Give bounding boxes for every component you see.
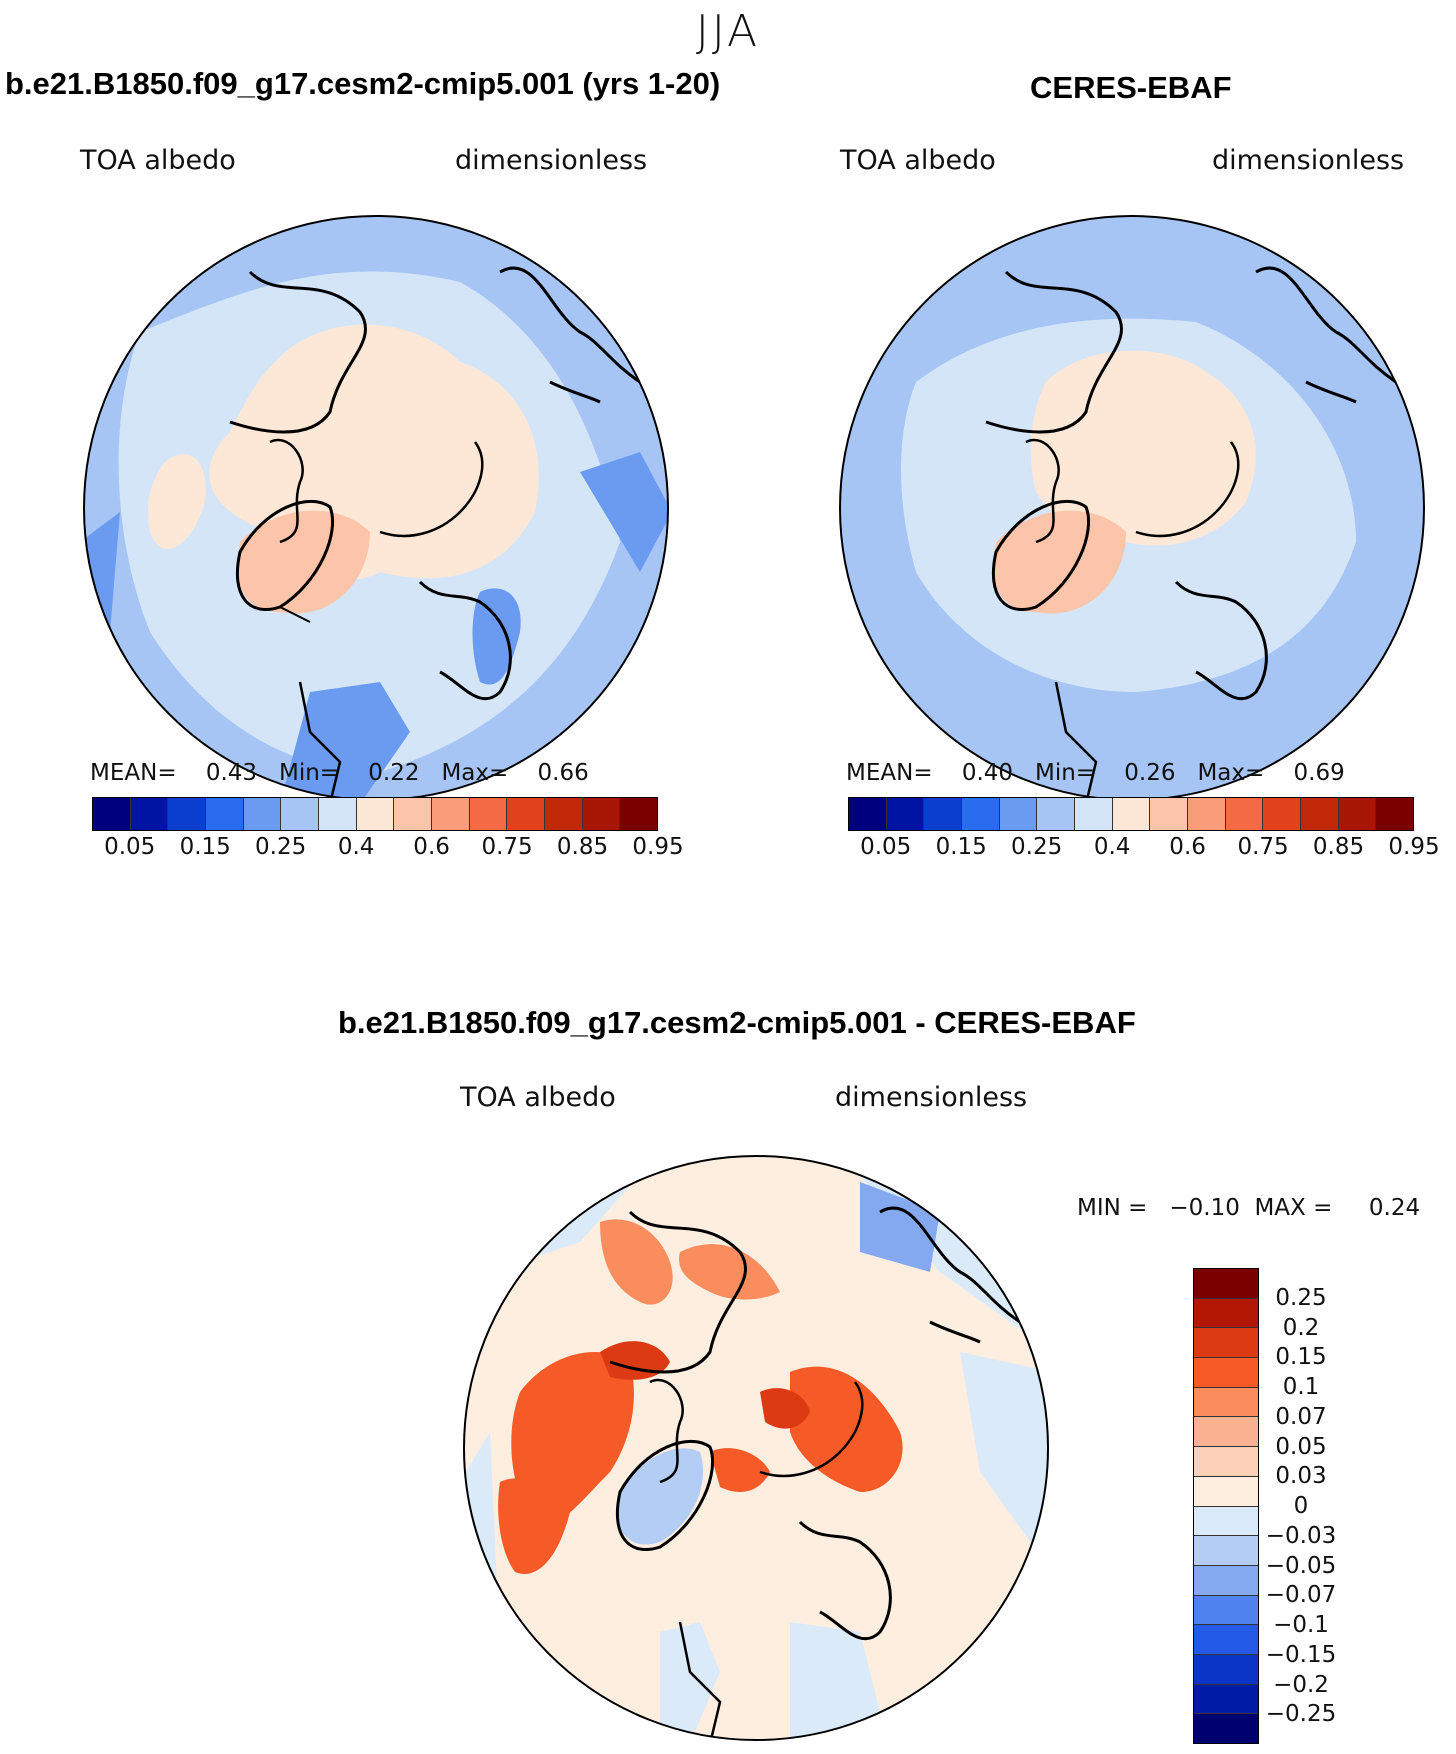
obs-units-label: dimensionless: [1212, 145, 1405, 176]
diff-panel-title: b.e21.B1850.f09_g17.cesm2-cmip5.001 - CE…: [338, 1005, 1136, 1040]
colorbar-swatch: [620, 798, 658, 830]
model-units-label: dimensionless: [455, 145, 648, 176]
colorbar-tick-label: 0.75: [1237, 834, 1289, 860]
model-panel-title: b.e21.B1850.f09_g17.cesm2-cmip5.001 (yrs…: [5, 66, 721, 101]
colorbar-swatch: [1188, 798, 1226, 830]
colorbar-tick-label: 0.05: [104, 834, 156, 860]
colorbar-swatch: [130, 798, 169, 830]
diff-stats: MIN = −0.10 MAX = 0.24: [1077, 1195, 1421, 1221]
colorbar-swatch: [1194, 1536, 1258, 1566]
colorbar-swatch: [469, 798, 508, 830]
colorbar-tick-label: 0.75: [481, 834, 533, 860]
model-stats: MEAN= 0.43 Min= 0.22 Max= 0.66: [90, 760, 589, 786]
colorbar-tick-label: 0.05: [1275, 1433, 1327, 1460]
colorbar-swatch: [1263, 798, 1302, 830]
colorbar-swatch: [1225, 798, 1264, 830]
model-variable-label: TOA albedo: [80, 145, 236, 176]
obs-variable-label: TOA albedo: [840, 145, 996, 176]
colorbar-swatch: [356, 798, 395, 830]
season-title: JJA: [695, 6, 761, 57]
colorbar-tick-label: 0.95: [632, 834, 684, 860]
colorbar-swatch: [1194, 1358, 1258, 1388]
colorbar-swatch: [319, 798, 357, 830]
colorbar-tick-label: −0.05: [1265, 1552, 1337, 1579]
colorbar-tick-label: 0.15: [935, 834, 987, 860]
obs-colorbar: [848, 797, 1414, 831]
colorbar-swatch: [1194, 1476, 1258, 1507]
model-colorbar-ticks: 0.05 0.15 0.25 0.4 0.6 0.75 0.85 0.95: [92, 834, 684, 864]
colorbar-swatch: [432, 798, 470, 830]
colorbar-tick-label: 0.25: [1275, 1284, 1327, 1311]
obs-polar-map: [839, 215, 1425, 801]
colorbar-swatch: [1194, 1328, 1258, 1359]
colorbar-tick-label: 0: [1293, 1493, 1309, 1519]
colorbar-swatch: [849, 798, 887, 830]
colorbar-swatch: [93, 798, 131, 830]
colorbar-swatch: [507, 798, 546, 830]
colorbar-tick-label: 0.4: [1093, 834, 1131, 860]
colorbar-swatch: [582, 798, 621, 830]
diff-colorbar-ticks: 0.25 0.2 0.15 0.1 0.07 0.05 0.03 0 −0.03 −0.05 −0.…: [1266, 1268, 1336, 1744]
colorbar-swatch: [1301, 798, 1339, 830]
colorbar-swatch: [1194, 1654, 1258, 1685]
colorbar-tick-label: 0.15: [1275, 1344, 1327, 1371]
colorbar-tick-label: 0.85: [1312, 834, 1365, 860]
colorbar-swatch: [1194, 1417, 1258, 1448]
colorbar-swatch: [1194, 1684, 1258, 1715]
colorbar-swatch: [1376, 798, 1414, 830]
colorbar-swatch: [999, 798, 1038, 830]
colorbar-swatch: [1194, 1447, 1258, 1477]
colorbar-tick-label: 0.07: [1275, 1403, 1327, 1430]
colorbar-swatch: [1075, 798, 1113, 830]
colorbar-tick-label: 0.6: [1169, 834, 1206, 860]
colorbar-tick-label: −0.03: [1265, 1522, 1337, 1549]
colorbar-tick-label: 0.2: [1282, 1314, 1320, 1341]
colorbar-swatch: [886, 798, 925, 830]
colorbar-swatch: [281, 798, 320, 830]
colorbar-swatch: [394, 798, 433, 830]
diff-colorbar: [1193, 1268, 1259, 1744]
colorbar-tick-label: 0.03: [1275, 1463, 1327, 1490]
colorbar-swatch: [1194, 1298, 1258, 1329]
colorbar-swatch: [1194, 1714, 1258, 1743]
colorbar-tick-label: 0.25: [1011, 834, 1063, 860]
colorbar-swatch: [1150, 798, 1189, 830]
colorbar-tick-label: 0.4: [337, 834, 375, 860]
colorbar-swatch: [924, 798, 963, 830]
colorbar-swatch: [962, 798, 1000, 830]
obs-colorbar-ticks: 0.05 0.15 0.25 0.4 0.6 0.75 0.85 0.95: [848, 834, 1440, 864]
diff-polar-map: [463, 1155, 1049, 1741]
obs-stats: MEAN= 0.40 Min= 0.26 Max= 0.69: [846, 760, 1345, 786]
colorbar-tick-label: 0.95: [1388, 834, 1440, 860]
colorbar-swatch: [1194, 1387, 1258, 1418]
colorbar-tick-label: −0.07: [1265, 1582, 1337, 1609]
colorbar-tick-label: 0.25: [255, 834, 307, 860]
colorbar-swatch: [1194, 1625, 1258, 1655]
colorbar-tick-label: −0.2: [1273, 1671, 1329, 1698]
colorbar-swatch: [1194, 1565, 1258, 1596]
colorbar-swatch: [545, 798, 583, 830]
colorbar-swatch: [1037, 798, 1076, 830]
colorbar-tick-label: −0.1: [1273, 1612, 1329, 1638]
colorbar-tick-label: −0.25: [1265, 1701, 1337, 1728]
diff-units-label: dimensionless: [835, 1082, 1028, 1113]
colorbar-swatch: [206, 798, 244, 830]
diff-variable-label: TOA albedo: [460, 1082, 616, 1113]
colorbar-tick-label: −0.15: [1265, 1641, 1337, 1668]
colorbar-tick-label: 0.6: [413, 834, 450, 860]
colorbar-swatch: [1194, 1269, 1258, 1299]
obs-panel-title: CERES-EBAF: [1030, 70, 1232, 105]
colorbar-swatch: [168, 798, 207, 830]
colorbar-tick-label: 0.85: [556, 834, 609, 860]
colorbar-swatch: [243, 798, 282, 830]
colorbar-swatch: [1338, 798, 1377, 830]
colorbar-tick-label: 0.1: [1282, 1374, 1320, 1400]
model-polar-map: [83, 215, 669, 801]
colorbar-swatch: [1194, 1595, 1258, 1626]
model-colorbar: [92, 797, 658, 831]
colorbar-swatch: [1112, 798, 1151, 830]
colorbar-tick-label: 0.05: [860, 834, 912, 860]
colorbar-swatch: [1194, 1506, 1258, 1537]
colorbar-tick-label: 0.15: [179, 834, 231, 860]
